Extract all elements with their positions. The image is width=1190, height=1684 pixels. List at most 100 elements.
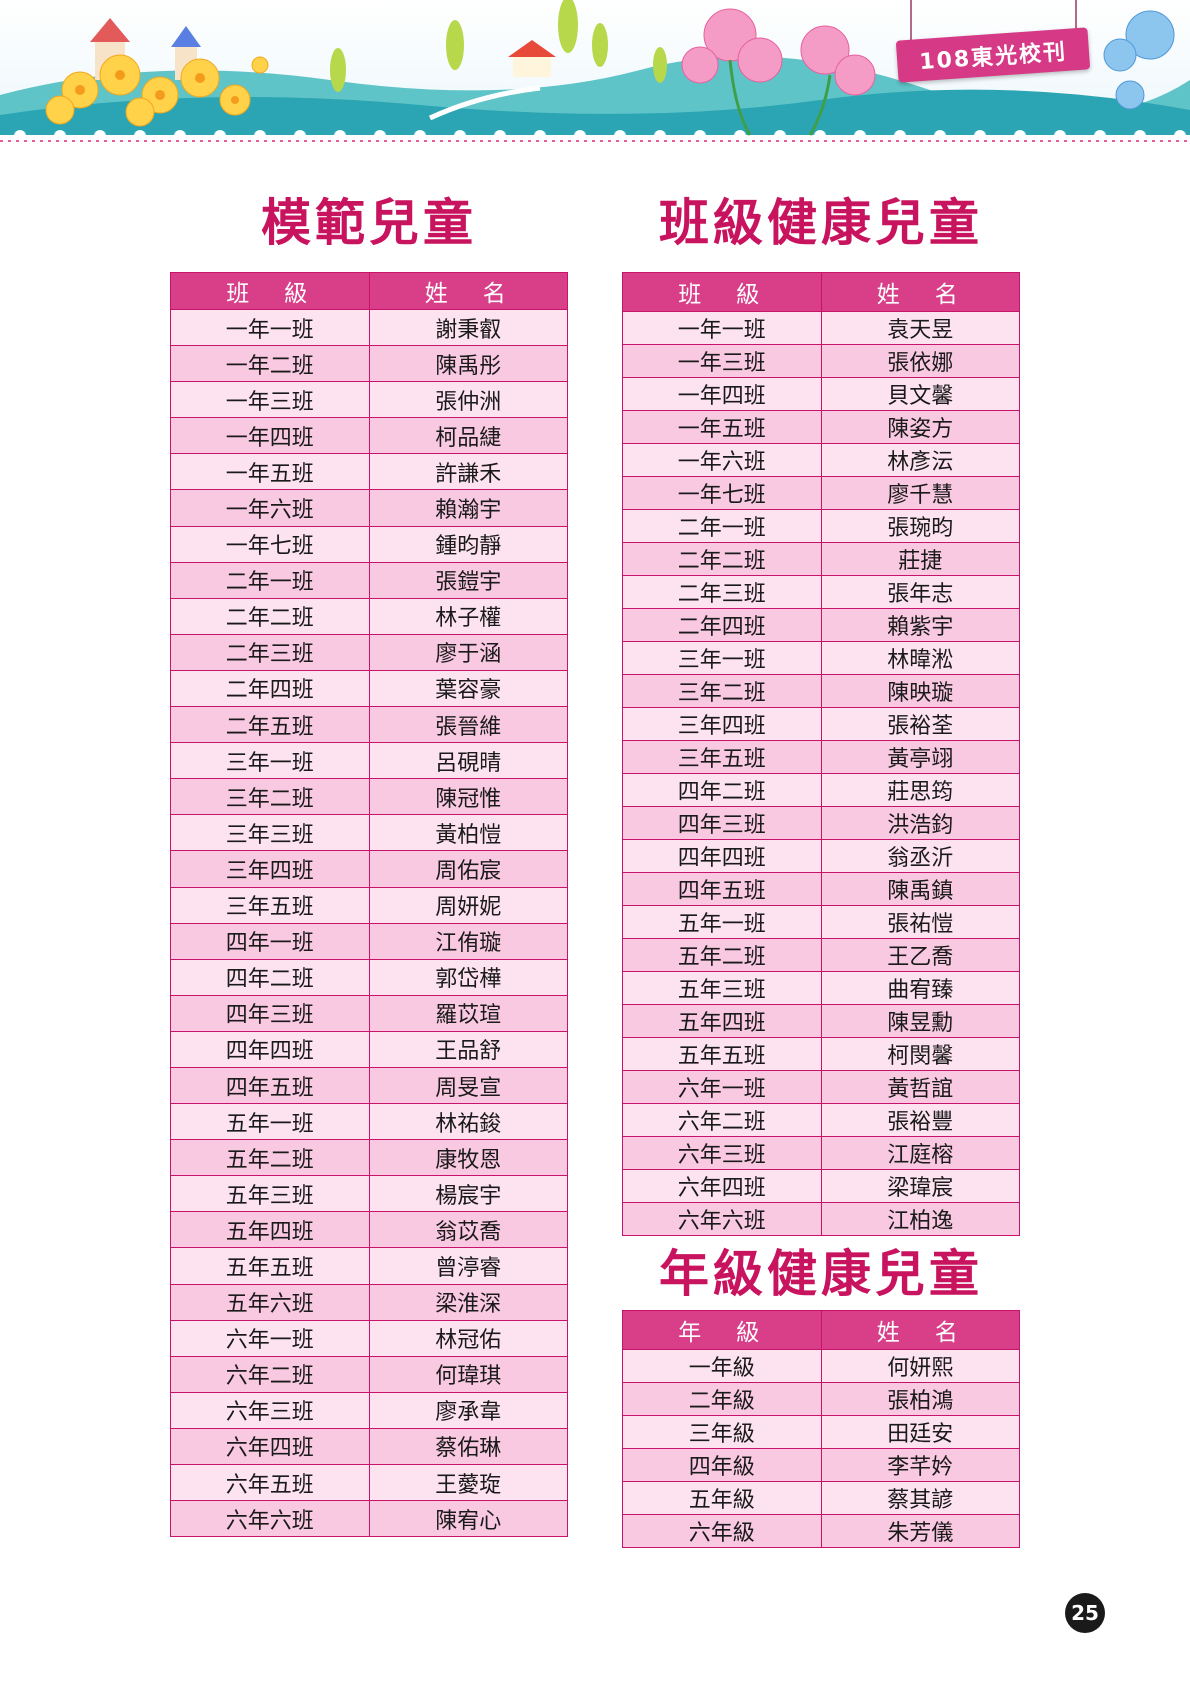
class-cell: 一年四班: [170, 417, 370, 455]
class-cell: 四年二班: [622, 773, 822, 807]
class-cell: 二年五班: [170, 706, 370, 744]
class-cell: 一年五班: [622, 410, 822, 444]
table-row: 五年四班 陳昱勳: [622, 1004, 1020, 1038]
class-healthy-children-title: 班級健康兒童: [659, 194, 983, 252]
table-row: 三年五班 黃亭翊: [622, 740, 1020, 774]
table-row: 一年四班 柯品緁: [170, 417, 568, 455]
table-row: 六年六班 江柏逸: [622, 1202, 1020, 1236]
table-row: 四年四班 翁丞沂: [622, 839, 1020, 873]
table-row: 六年一班 黃哲誼: [622, 1070, 1020, 1104]
student-name-cell: 葉容豪: [368, 669, 568, 708]
class-cell: 三年四班: [622, 707, 822, 741]
table-row: 六年一班 林冠佑: [170, 1319, 568, 1357]
table-row: 六年五班 王薆琁: [170, 1463, 568, 1502]
student-name-cell: 陳昱勳: [820, 1004, 1020, 1038]
class-cell: 一年級: [622, 1349, 822, 1383]
class-cell: 五年二班: [170, 1139, 370, 1177]
class-cell: 一年三班: [622, 344, 822, 378]
class-cell: 五年六班: [170, 1283, 370, 1321]
class-cell: 一年一班: [622, 311, 822, 345]
student-name-cell: 莊思筠: [820, 773, 1020, 807]
class-cell: 五年四班: [170, 1211, 370, 1249]
class-cell: 三年級: [622, 1415, 822, 1449]
class-cell: 四年三班: [170, 994, 370, 1032]
student-name-cell: 張裕豐: [820, 1103, 1020, 1137]
table-row: 三年二班 陳映璇: [622, 674, 1020, 708]
student-name-cell: 袁天昱: [820, 311, 1020, 345]
class-cell: 三年五班: [170, 886, 370, 924]
student-name-cell: 廖于涵: [368, 633, 568, 671]
student-name-cell: 柯品緁: [368, 417, 568, 455]
student-name-cell: 黃柏愷: [368, 814, 568, 852]
table-row: 二年二班 林子權: [170, 597, 568, 635]
class-cell: 五年三班: [622, 971, 822, 1005]
table-row: 一年一班 袁天昱: [622, 311, 1020, 345]
house-icon: [508, 40, 556, 77]
class-cell: 五年三班: [170, 1175, 370, 1213]
student-name-cell: 周旻宣: [368, 1066, 568, 1105]
table-row: 一年六班 林彥沄: [622, 443, 1020, 477]
class-cell: 三年二班: [622, 674, 822, 708]
table-row: 二年三班 廖于涵: [170, 633, 568, 671]
class-cell: 三年三班: [170, 814, 370, 852]
class-cell: 一年四班: [622, 377, 822, 411]
class-cell: 四年五班: [622, 872, 822, 906]
student-name-cell: 王薆琁: [368, 1463, 568, 1502]
table-row: 一年六班 賴瀚宇: [170, 489, 568, 527]
column-header-name: 姓 名: [820, 272, 1020, 312]
class-cell: 四年三班: [622, 806, 822, 840]
student-name-cell: 李芊妗: [820, 1448, 1020, 1482]
student-name-cell: 廖千慧: [820, 476, 1020, 510]
student-name-cell: 張年志: [820, 575, 1020, 609]
class-cell: 五年五班: [622, 1037, 822, 1071]
class-cell: 四年四班: [170, 1030, 370, 1068]
table-row: 三年一班 呂硯晴: [170, 742, 568, 780]
student-name-cell: 田廷安: [820, 1415, 1020, 1449]
table-row: 二年四班 賴紫宇: [622, 608, 1020, 642]
table-row: 一年級 何妍熙: [622, 1349, 1020, 1383]
table-row: 六年三班 廖承韋: [170, 1391, 568, 1429]
table-row: 六年級 朱芳儀: [622, 1514, 1020, 1548]
table-row: 四年二班 莊思筠: [622, 773, 1020, 807]
class-cell: 四年四班: [622, 839, 822, 873]
class-cell: 三年五班: [622, 740, 822, 774]
table-row: 四年三班 洪浩鈞: [622, 806, 1020, 840]
column-header-class: 班 級: [170, 272, 370, 310]
student-name-cell: 莊捷: [820, 542, 1020, 576]
student-name-cell: 梁淮深: [368, 1283, 568, 1321]
student-name-cell: 陳映璇: [820, 674, 1020, 708]
table-row: 五年一班 林祐鋑: [170, 1103, 568, 1141]
table-row: 五年三班 曲宥臻: [622, 971, 1020, 1005]
class-cell: 一年五班: [170, 453, 370, 491]
class-cell: 二年三班: [622, 575, 822, 609]
student-name-cell: 賴瀚宇: [368, 489, 568, 527]
class-cell: 二年一班: [622, 509, 822, 543]
class-cell: 五年五班: [170, 1247, 370, 1285]
class-cell: 一年三班: [170, 381, 370, 419]
student-name-cell: 郭岱樺: [368, 958, 568, 996]
student-name-cell: 江侑璇: [368, 922, 568, 960]
class-cell: 六年六班: [622, 1202, 822, 1236]
student-name-cell: 周妍妮: [368, 886, 568, 924]
class-cell: 三年四班: [170, 850, 370, 888]
table-row: 四年級 李芊妗: [622, 1448, 1020, 1482]
table-header-row: 班 級 姓 名: [170, 272, 568, 310]
student-name-cell: 何妍熙: [820, 1349, 1020, 1383]
student-name-cell: 張依娜: [820, 344, 1020, 378]
class-cell: 四年級: [622, 1448, 822, 1482]
student-name-cell: 林暐淞: [820, 641, 1020, 675]
table-row: 六年二班 何瑋琪: [170, 1355, 568, 1393]
class-cell: 五年一班: [622, 905, 822, 939]
tag-string-left: [910, 0, 912, 40]
student-name-cell: 楊宸宇: [368, 1175, 568, 1213]
table-row: 四年五班 周旻宣: [170, 1066, 568, 1105]
student-name-cell: 黃哲誼: [820, 1070, 1020, 1104]
class-cell: 五年四班: [622, 1004, 822, 1038]
table-row: 一年一班 謝秉叡: [170, 308, 568, 347]
student-name-cell: 羅苡瑄: [368, 994, 568, 1032]
student-name-cell: 陳宥心: [368, 1500, 568, 1538]
table-row: 一年四班 貝文馨: [622, 377, 1020, 411]
class-cell: 一年六班: [622, 443, 822, 477]
student-name-cell: 陳禹彤: [368, 345, 568, 383]
class-cell: 六年二班: [622, 1103, 822, 1137]
